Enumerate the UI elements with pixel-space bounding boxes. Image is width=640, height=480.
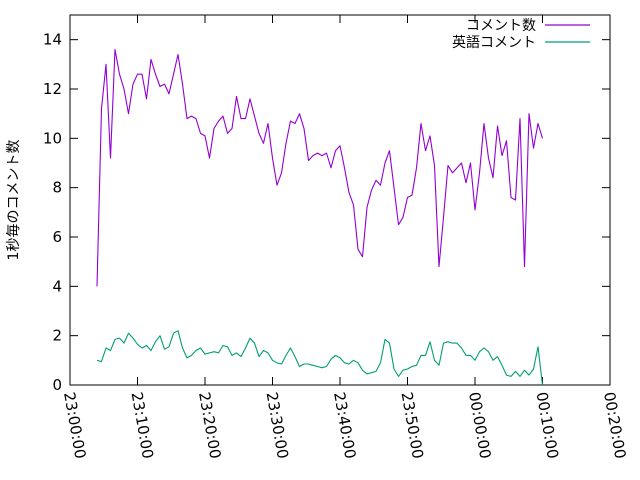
plot-border xyxy=(69,14,611,386)
y-tick-label: 0 xyxy=(52,376,62,394)
y-axis-label: 1秒毎のコメント数 xyxy=(6,140,22,261)
x-tick-label: 23:30:00 xyxy=(263,391,292,460)
plot-frame xyxy=(69,14,611,386)
y-tick-label: 2 xyxy=(52,327,62,345)
series-line-1 xyxy=(96,48,544,287)
x-tick-label: 23:10:00 xyxy=(128,391,157,460)
y-tick-label: 4 xyxy=(52,277,62,295)
series-lines xyxy=(96,48,544,386)
x-tick-label: 00:20:00 xyxy=(600,391,629,460)
x-tick-label: 23:20:00 xyxy=(195,391,224,460)
legend-label-1: コメント数 xyxy=(466,18,536,34)
series-line-2 xyxy=(96,330,544,386)
x-tick-label: 00:10:00 xyxy=(533,391,562,460)
x-tick-label: 23:50:00 xyxy=(398,391,427,460)
y-tick-label: 14 xyxy=(43,31,62,49)
y-tick-label: 10 xyxy=(43,129,62,147)
y-tick-label: 6 xyxy=(52,228,62,246)
x-tick-label: 23:00:00 xyxy=(60,391,89,460)
y-tick-label: 12 xyxy=(43,80,62,98)
y-tick-label: 8 xyxy=(52,179,62,197)
x-tick-label: 00:00:00 xyxy=(465,391,494,460)
y-axis-ticks: 0 2 4 6 8 10 12 14 xyxy=(43,31,610,394)
x-axis-ticks: 23:00:00 23:10:00 23:20:00 23:30:00 23:40:00… xyxy=(60,15,629,460)
x-tick-label: 23:40:00 xyxy=(330,391,359,460)
legend-label-2: 英語コメント xyxy=(452,34,536,51)
